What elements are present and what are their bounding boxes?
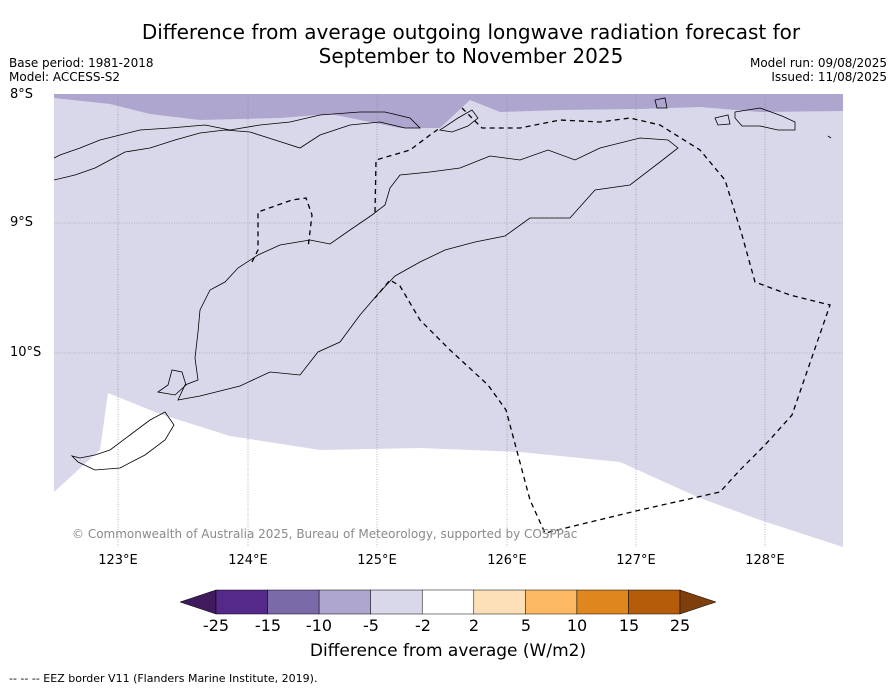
colorbar-tick: -15 bbox=[254, 616, 282, 635]
colorbar-arrow-low bbox=[179, 589, 217, 615]
colorbar-segment bbox=[370, 589, 423, 615]
model-name: Model: ACCESS-S2 bbox=[9, 70, 121, 84]
coastline-sumba bbox=[70, 411, 175, 471]
coastline-alor bbox=[438, 109, 479, 133]
base-period: Base period: 1981-2018 bbox=[9, 56, 154, 70]
eez-border-east-timor bbox=[374, 107, 831, 534]
colorbar-segment bbox=[267, 589, 320, 615]
lon-label-128e: 128°E bbox=[745, 553, 785, 568]
model-run: Model run: 09/08/2025 bbox=[749, 56, 887, 70]
lon-label-126e: 126°E bbox=[487, 553, 527, 568]
colorbar-tick: -10 bbox=[305, 616, 333, 635]
coastline-flores bbox=[54, 111, 421, 181]
lon-label-123e: 123°E bbox=[98, 553, 138, 568]
colorbar-label: Difference from average (W/m2) bbox=[309, 641, 587, 661]
lat-label-8s: 8°S bbox=[10, 87, 34, 102]
eez-footnote: -- -- -- EEZ border V11 (Flanders Marine… bbox=[9, 672, 318, 685]
map-title: Difference from average outgoing longwav… bbox=[0, 20, 896, 68]
lat-label-10s: 10°S bbox=[10, 345, 42, 360]
coastline-timor bbox=[177, 137, 679, 401]
coastline-small-island-2 bbox=[827, 135, 832, 139]
lat-label-9s: 9°S bbox=[10, 215, 34, 230]
coastlines bbox=[54, 97, 832, 471]
coastline-wetar bbox=[654, 97, 668, 109]
colorbar-tick: 25 bbox=[669, 616, 691, 635]
gridlines bbox=[54, 94, 843, 547]
title-line-1: Difference from average outgoing longwav… bbox=[141, 20, 801, 44]
colorbar-tick: 10 bbox=[566, 616, 588, 635]
coastline-babar bbox=[734, 107, 796, 131]
colorbar-segment bbox=[628, 589, 681, 615]
colorbar-tick: 15 bbox=[618, 616, 640, 635]
colorbar-segment bbox=[421, 589, 475, 615]
eez-border bbox=[251, 107, 831, 534]
colorbar-segment bbox=[576, 589, 629, 615]
title-line-2: September to November 2025 bbox=[318, 44, 624, 68]
colorbar-tick: -5 bbox=[363, 616, 379, 635]
coastline-rote bbox=[156, 369, 187, 396]
meta-left: Base period: 1981-2018 Model: ACCESS-S2 bbox=[9, 56, 154, 84]
colorbar-tick: -2 bbox=[415, 616, 431, 635]
coastline-small-island bbox=[714, 114, 731, 126]
copyright-notice: © Commonwealth of Australia 2025, Bureau… bbox=[72, 527, 578, 541]
colorbar-segment bbox=[215, 589, 268, 615]
colorbar-arrow-high bbox=[679, 589, 717, 615]
eez-border-oecusse bbox=[251, 197, 313, 263]
colorbar-segment bbox=[525, 589, 578, 615]
colorbar-segment bbox=[318, 589, 371, 615]
meta-right: Model run: 09/08/2025 Issued: 11/08/2025 bbox=[750, 56, 887, 84]
lon-label-127e: 127°E bbox=[616, 553, 656, 568]
anomaly-field-medium bbox=[54, 94, 843, 128]
colorbar-segment bbox=[473, 589, 526, 615]
colorbar-tick: 2 bbox=[468, 616, 480, 635]
colorbar-tick: 5 bbox=[520, 616, 532, 635]
colorbar-tick: -25 bbox=[202, 616, 230, 635]
issued-date: Issued: 11/08/2025 bbox=[771, 70, 887, 84]
lon-label-124e: 124°E bbox=[228, 553, 268, 568]
lon-label-125e: 125°E bbox=[357, 553, 397, 568]
anomaly-field-light bbox=[54, 94, 843, 547]
map-area bbox=[54, 94, 843, 547]
